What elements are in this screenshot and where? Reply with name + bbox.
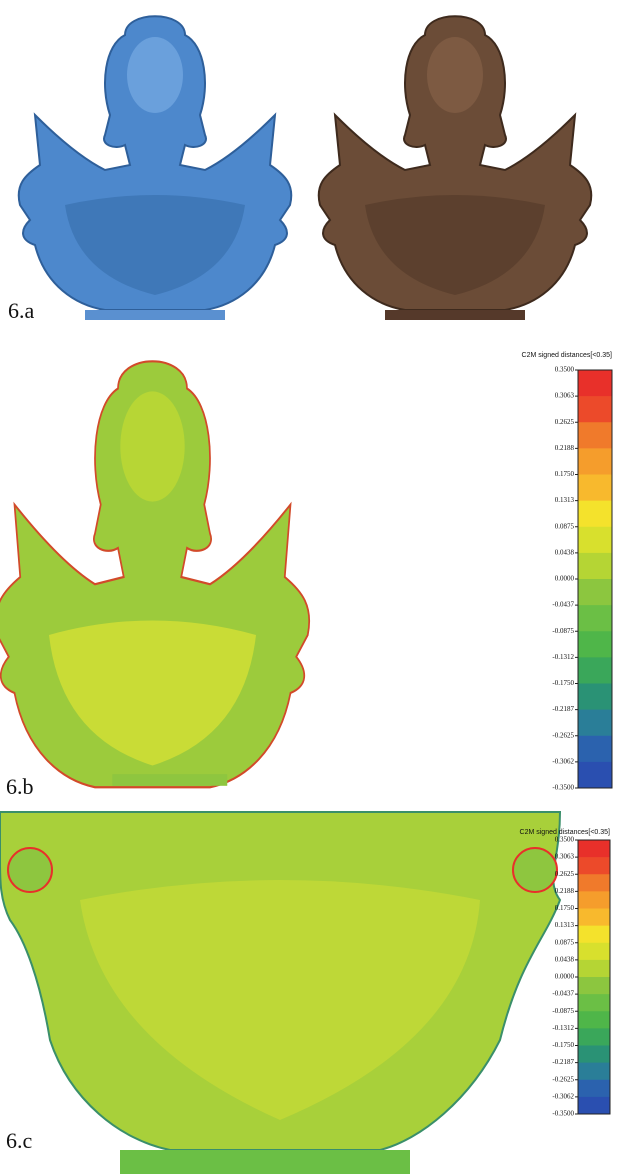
tick-label: -0.1750 — [552, 679, 574, 687]
color-band — [578, 422, 612, 449]
tick-label: -0.3500 — [552, 784, 574, 792]
colorbar-title: C2M signed distances[<0.35] — [520, 829, 611, 836]
tick-label: -0.2187 — [552, 705, 574, 713]
textured-model — [317, 15, 593, 320]
tick-label: 0.2188 — [555, 887, 575, 895]
color-band — [578, 874, 610, 892]
tick-label: -0.2625 — [552, 1075, 574, 1083]
panel-label: 6.b — [6, 774, 34, 799]
color-band — [578, 657, 612, 684]
color-band — [578, 840, 610, 858]
color-band — [578, 761, 612, 789]
color-band — [578, 552, 612, 580]
color-band — [578, 1045, 610, 1064]
tick-label: 0.1313 — [555, 496, 575, 504]
tick-label: 0.0438 — [555, 548, 575, 556]
tick-label: -0.0437 — [552, 601, 574, 609]
deviation-map-detail — [0, 811, 562, 1174]
color-band — [578, 579, 612, 606]
color-band — [578, 448, 612, 475]
colorbar: C2M signed distances[<0.35] 0.3500 0.3063 0… — [522, 352, 613, 792]
tick-label: 0.2625 — [555, 870, 575, 878]
color-band — [578, 1028, 610, 1046]
tick-label: 0.2188 — [555, 444, 575, 452]
tick-label: -0.0875 — [552, 627, 574, 635]
tick-label: -0.1312 — [552, 653, 574, 661]
color-band — [578, 631, 612, 658]
color-band — [578, 908, 610, 927]
tick-label: 0.0875 — [555, 522, 575, 530]
color-band — [578, 994, 610, 1012]
tick-label: 0.1750 — [555, 470, 575, 478]
tick-label: 0.0000 — [555, 575, 575, 583]
tick-label: -0.2625 — [552, 731, 574, 739]
tick-label: 0.3063 — [555, 392, 575, 400]
panel-label: 6.a — [8, 298, 35, 323]
color-band — [578, 1096, 610, 1115]
tick-label: 0.3500 — [555, 366, 575, 374]
color-band — [578, 977, 610, 995]
tick-label: 0.1313 — [555, 921, 575, 929]
tick-label: -0.3062 — [552, 757, 574, 765]
color-band — [578, 500, 612, 528]
tick-label: 0.0438 — [555, 955, 575, 963]
color-band — [578, 959, 610, 978]
colorbar: C2M signed distances[<0.35]0.3500 0.3063 0… — [520, 829, 611, 1118]
tick-label: -0.3062 — [552, 1092, 574, 1100]
color-band — [578, 735, 612, 763]
tick-label: -0.1312 — [552, 1024, 574, 1032]
tick-label: -0.2187 — [552, 1058, 574, 1066]
scan-mesh — [17, 15, 293, 320]
tick-label: 0.0875 — [555, 938, 575, 946]
tick-label: 0.0000 — [555, 973, 575, 981]
color-band — [578, 605, 612, 632]
tick-label: -0.1750 — [552, 1041, 574, 1049]
colorbar-title: C2M signed distances[<0.35] — [522, 352, 613, 359]
tick-label: 0.2625 — [555, 418, 575, 426]
deviation-map — [0, 360, 311, 789]
tick-label: 0.3063 — [555, 853, 575, 861]
color-band — [578, 526, 612, 554]
color-band — [578, 857, 610, 875]
color-band — [578, 474, 612, 502]
tick-label: 0.3500 — [555, 836, 575, 844]
color-band — [578, 1062, 610, 1081]
tick-label: -0.0875 — [552, 1007, 574, 1015]
tick-label: -0.3500 — [552, 1110, 574, 1118]
color-band — [578, 709, 612, 737]
color-band — [578, 925, 610, 944]
color-band — [578, 1079, 610, 1098]
color-band — [578, 683, 612, 711]
color-band — [578, 891, 610, 909]
color-band — [578, 396, 612, 423]
color-band — [578, 370, 612, 397]
color-band — [578, 942, 610, 961]
tick-label: 0.1750 — [555, 904, 575, 912]
color-band — [578, 1011, 610, 1029]
panel-label: 6.c — [6, 1128, 33, 1153]
tick-label: -0.0437 — [552, 990, 574, 998]
